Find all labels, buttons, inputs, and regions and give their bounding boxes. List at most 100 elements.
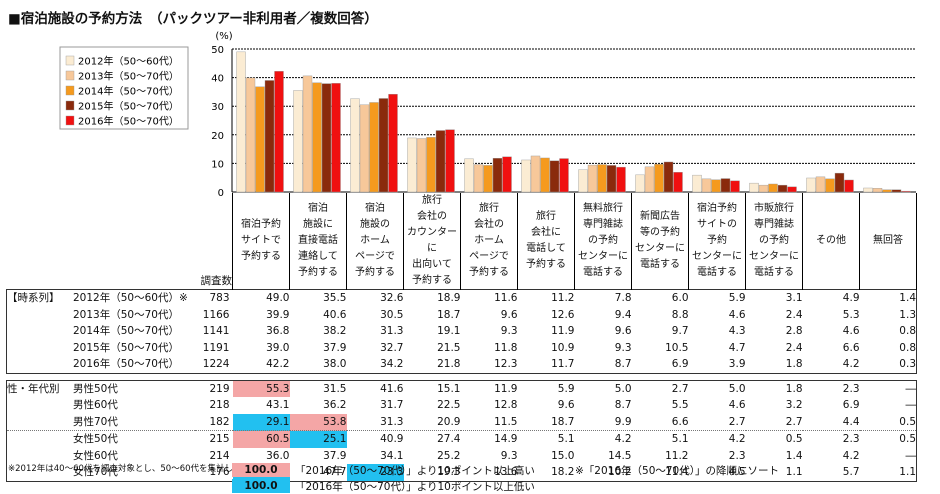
row-label-text: 女性50代 [73,433,118,446]
bar [711,179,721,193]
column-header-line: ページで [355,251,395,262]
cell-value: 8.7 [614,399,632,412]
cell-value: 21.5 [437,341,461,354]
cell-value: 23.3 [346,464,404,482]
cell-value: 6.9 [631,356,689,374]
bar [445,129,455,193]
y-tick-label: 30 [211,102,224,113]
cell-value: 1.8 [745,356,803,374]
cell-value: 1.3 [859,306,917,323]
column-header-line: カウンターに [407,227,457,254]
column-header-line: サイトで [241,235,281,246]
bar [635,174,645,193]
cell-value: 0.5 [859,413,917,431]
cell-value: 32.7 [380,341,404,354]
bar [787,186,797,193]
cell-value: 5.9 [517,379,575,397]
legend-box [59,46,189,130]
column-header: 旅行 会社の カウンターに 出向いて 予約する [403,193,461,290]
count-header: 調査数 [200,275,233,287]
column-header-line: 電話する [697,267,737,278]
legend-low-box: 100.0 [232,479,290,493]
sample-count: 218 [209,399,230,412]
sample-count: 1166 [202,308,230,321]
bar [502,156,512,193]
cell-value: 12.8 [494,399,518,412]
row-label: 性・年代別 男性50代 [6,379,195,397]
cell-value: 8.8 [671,308,689,321]
sample-count: 1141 [202,325,230,338]
cell-value: 4.2 [574,430,632,448]
cell-value: 4.7 [728,341,746,354]
group-label: 【時系列】 [7,292,60,305]
cell-value: 39.9 [266,308,290,321]
cell-value: 2.3 [728,449,746,462]
bar [359,104,370,193]
row-label: 2016年（50～70代） [6,356,195,374]
column-header-line: 予約する [355,267,395,278]
cell-value: 35.5 [289,289,347,307]
cell-value: 5.0 [574,379,632,397]
row-label: 男性60代 [6,397,195,414]
bar [331,83,341,193]
cell-value: 1.4 [785,449,803,462]
cell-value: 18.7 [437,308,461,321]
row-label: 2015年（50～70代） [6,339,195,356]
row-label-text: 男性70代 [73,415,118,428]
column-header-line: 専門雑誌 [754,219,794,230]
sample-count: 219 [194,379,233,397]
table-separator [7,373,917,380]
cell-value: 10.9 [551,341,575,354]
legend-entry: 2014年（50～70代） [78,85,179,98]
bar [369,102,379,193]
column-header-line: 予約する [412,275,452,286]
row-label: 2014年（50～70代） [6,323,195,340]
row-label: 2013年（50～70代） [6,306,195,323]
cell-value: 29.1 [232,413,290,431]
cell-value: 60.5 [232,430,290,448]
cell-value: 31.3 [380,325,404,338]
legend-swatch [65,70,75,81]
bar-chart: 0 10 20 30 40 50 (%) 2012年（50～60代） 2013年（50～70代）… [59,31,916,199]
cell-value: 0.8 [859,339,917,356]
cell-value: 27.4 [403,430,461,448]
cell-value: 6.6 [842,341,860,354]
cell-value: 4.2 [802,356,860,374]
y-tick-label: 20 [211,131,224,142]
table-row: 2015年（50～70代） 1191 39.0 37.9 32.7 21.5 11.8 10.… [6,339,917,356]
bar [302,75,313,193]
bar [388,93,398,193]
row-label-text: 2016年（50～70代） [73,358,179,371]
column-header-line: 会社の [474,219,504,230]
column-header-line: 施設の [360,219,390,230]
cell-value: 25.2 [437,449,461,462]
column-header-line: ページで [469,251,509,262]
cell-value: 19.1 [437,325,461,338]
column-header-line: 出向いて [412,259,452,270]
cell-value: ― [859,379,917,397]
cell-value: 40.6 [323,308,347,321]
legend-swatch [65,115,75,126]
cell-value: ― [859,397,917,414]
bar [274,71,284,193]
cell-value: 12.3 [460,356,518,374]
cell-value: 9.6 [614,325,632,338]
bar [578,169,588,193]
cell-value: 47.7 [289,464,347,482]
column-header-line: 予約する [298,267,338,278]
column-header-line: サイトの [697,219,737,230]
bar [673,172,683,193]
bar [350,98,360,193]
column-header-line: 電話する [640,259,680,270]
cell-value: 18.7 [551,415,575,428]
legend-high-text: 「2016年（50～70代）」より10ポイント以上高い [295,465,535,477]
column-header: 宿泊予約 サイトで 予約する [232,193,290,290]
legend-entry: 2015年（50～70代） [78,100,179,113]
cell-value: 8.7 [574,356,632,374]
bar [416,138,427,193]
bar [815,176,826,193]
y-tick-label: 40 [211,74,224,85]
cell-value: 40.9 [346,430,404,448]
cell-value: 4.3 [728,325,746,338]
bar [891,189,902,193]
